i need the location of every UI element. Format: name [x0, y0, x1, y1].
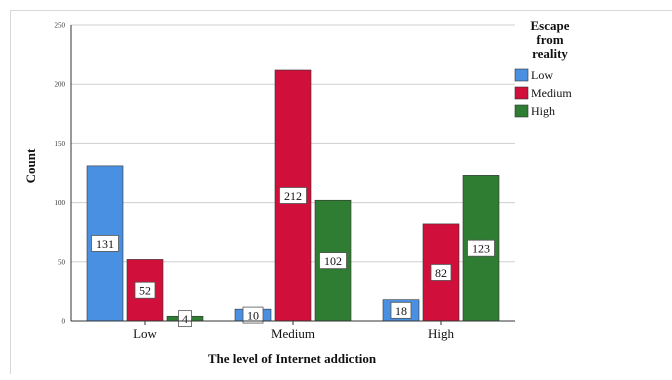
y-tick-label: 50	[58, 258, 66, 266]
y-tick-label: 0	[62, 318, 66, 326]
data-label: 10	[247, 309, 259, 323]
data-label: 4	[182, 312, 188, 326]
y-tick-label: 250	[55, 22, 66, 30]
data-label-box	[178, 310, 192, 328]
data-label-box	[134, 281, 156, 299]
data-label-box	[467, 239, 495, 257]
legend-items: Low Medium High	[514, 68, 572, 118]
axes-layer: 0 50 100 150 200 250 Low Medium High	[55, 22, 515, 341]
data-label-box	[91, 235, 119, 252]
data-label-box	[319, 252, 347, 270]
legend-title-line-3: reality	[532, 46, 568, 61]
legend-title-line-1: Escape	[531, 18, 570, 33]
y-axis-title: Count	[23, 148, 38, 183]
x-tick-label: Low	[133, 326, 157, 341]
data-label-box	[390, 301, 412, 319]
data-label: 131	[96, 237, 114, 251]
x-tick-label: Medium	[271, 326, 315, 341]
legend-swatch	[514, 68, 529, 82]
data-label-box	[430, 264, 452, 281]
x-tick-label: High	[428, 326, 455, 341]
data-label: 52	[139, 284, 151, 298]
chart-frame: 131 52 4 10 212 102 18 82 123 0 50 100 150 200 250 Low…	[10, 10, 672, 374]
legend-label: Low	[531, 68, 553, 82]
legend-label: High	[531, 104, 555, 118]
y-tick-label: 150	[55, 140, 66, 148]
data-label: 102	[324, 254, 342, 268]
legend-label: Medium	[531, 86, 572, 100]
y-tick-label: 100	[55, 199, 66, 207]
data-label: 212	[284, 189, 302, 203]
x-axis-title: The level of Internet addiction	[208, 351, 377, 366]
data-label-box	[242, 306, 264, 324]
y-tick-label: 200	[55, 81, 66, 89]
legend: Escape from reality Low Medium High	[514, 18, 572, 118]
data-labels-layer: 131 52 4 10 212 102 18 82 123	[91, 187, 495, 328]
data-label: 123	[472, 242, 490, 256]
legend-title-line-2: from	[536, 32, 563, 47]
legend-swatch	[514, 104, 529, 118]
legend-swatch	[514, 86, 529, 100]
data-label: 82	[435, 266, 447, 280]
data-label: 18	[395, 304, 407, 318]
data-label-box	[279, 187, 307, 204]
bar-chart: 131 52 4 10 212 102 18 82 123 0 50 100 150 200 250 Low…	[23, 18, 572, 366]
